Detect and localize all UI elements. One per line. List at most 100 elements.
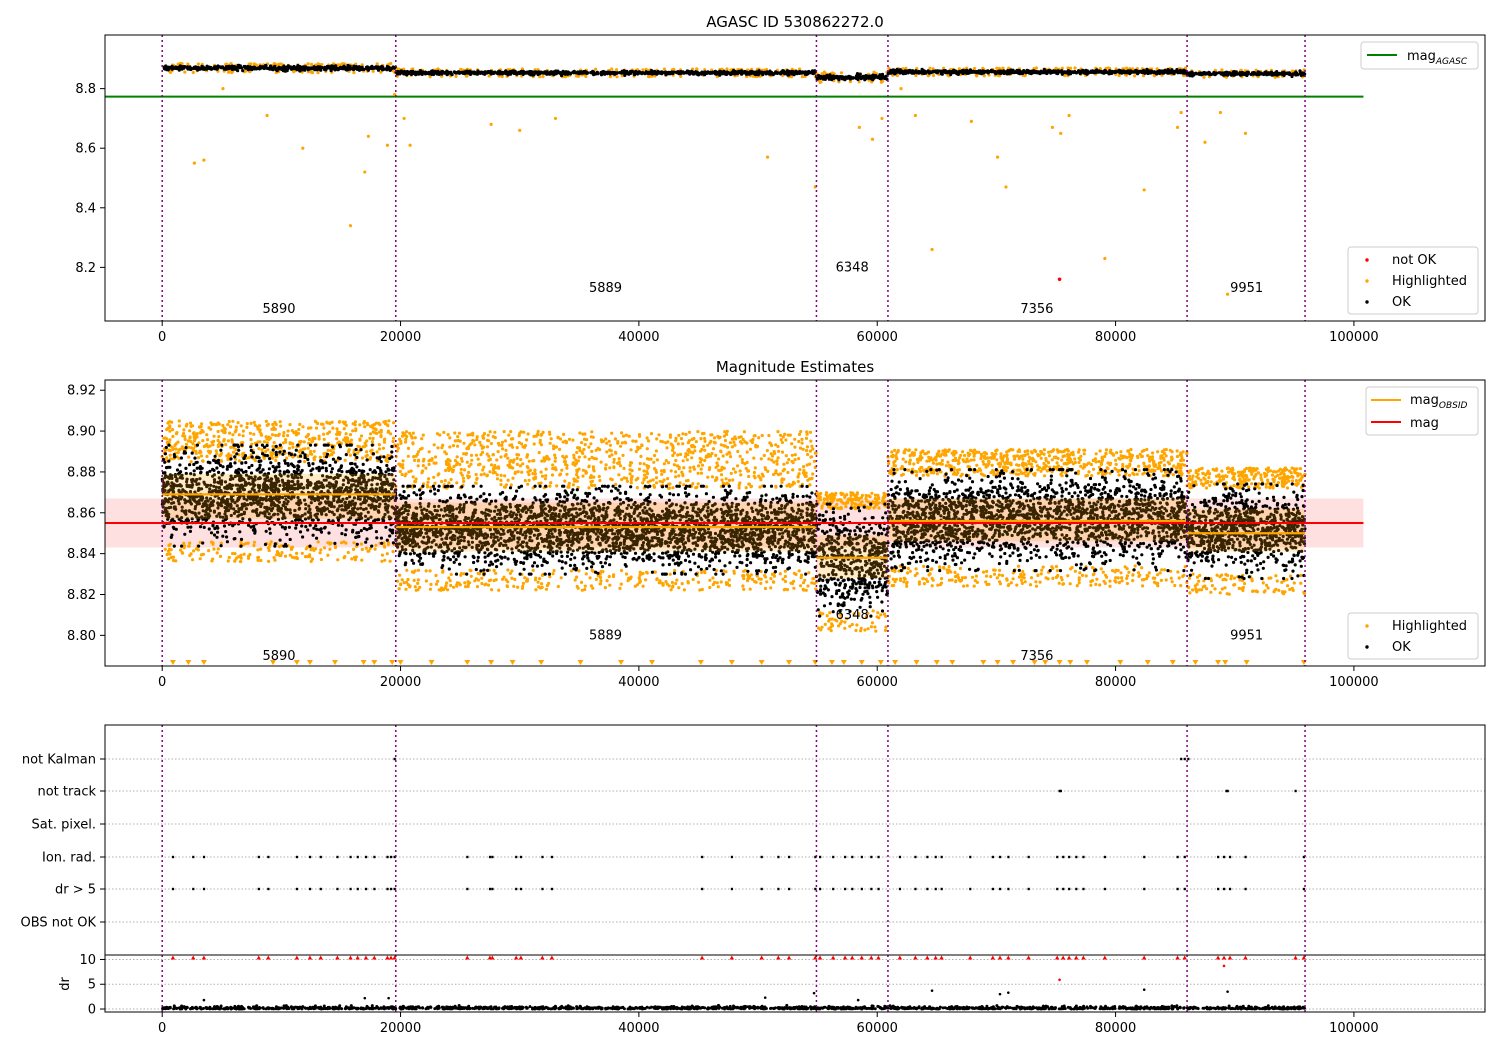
flag-marker	[1007, 887, 1010, 891]
svg-text:magAGASC: magAGASC	[1407, 49, 1468, 67]
dr-point	[998, 992, 1002, 996]
legend-highlighted-label: Highlighted	[1392, 619, 1467, 634]
dr-point	[1226, 990, 1229, 993]
flag-marker	[192, 855, 195, 859]
ok-points	[814, 72, 889, 82]
flag-marker	[898, 855, 902, 859]
flag-marker	[760, 887, 763, 891]
highlighted-outlier-point	[192, 161, 196, 165]
dr-point	[812, 991, 816, 995]
obsid-label: 5890	[262, 302, 295, 317]
flag-marker	[998, 855, 1002, 859]
dr-clipped-marker	[385, 955, 390, 960]
highlighted-outlier-point	[489, 122, 493, 126]
legend-mag-agasc-subscript: AGASC	[1435, 57, 1468, 67]
dr-clipped-marker	[813, 955, 818, 960]
y-tick-label: 8.86	[67, 506, 96, 521]
middle-plot-area	[105, 380, 1364, 666]
flag-marker	[730, 887, 734, 891]
dr-clipped-marker	[372, 955, 377, 960]
top-obsid-labels: 5890 5889 6348 7356 9951	[262, 260, 1263, 317]
flag-marker	[541, 855, 544, 859]
below-range-marker	[1222, 660, 1229, 665]
obsid-label: 7356	[1020, 302, 1053, 317]
middle-y-axis: 8.80 8.82 8.84 8.86 8.88 8.90 8.92	[67, 384, 105, 644]
flag-marker	[267, 887, 270, 891]
dr-clipped-marker	[990, 955, 996, 960]
flag-marker	[364, 855, 368, 859]
below-range-marker	[1169, 660, 1176, 665]
y-tick-label: 8.82	[67, 588, 96, 603]
below-range-marker	[1300, 660, 1307, 665]
below-range-marker	[877, 660, 884, 665]
highlighted-outlier-point	[870, 137, 875, 141]
dr-point	[930, 989, 934, 992]
below-range-marker	[488, 660, 495, 665]
flag-marker	[491, 887, 494, 891]
flag-marker	[1244, 855, 1247, 859]
dr-clipped-marker	[201, 955, 207, 960]
below-range-marker	[428, 660, 435, 665]
flag-marker	[393, 887, 396, 891]
x-tick-label: 80000	[1095, 675, 1136, 690]
dr-axis-label: dr	[58, 977, 73, 991]
flag-marker	[1068, 887, 1071, 891]
dr-clipped-marker	[1221, 955, 1227, 960]
below-range-marker	[509, 660, 516, 665]
flag-marker	[877, 855, 880, 859]
highlighted-outlier-point	[969, 119, 973, 123]
dr-clipped-marker	[1102, 955, 1108, 960]
legend-mag-agasc-label: mag	[1407, 49, 1436, 64]
flag-marker	[991, 887, 995, 891]
flags-plot-area	[105, 725, 1485, 955]
highlighted-outlier-point	[1103, 256, 1107, 261]
dr-clipped-marker	[513, 955, 519, 960]
flag-marker	[870, 887, 873, 891]
highlighted-outlier-point	[930, 247, 934, 252]
dr-clipped-marker	[318, 955, 323, 960]
middle-x-axis: 0 20000 40000 60000 80000 100000	[158, 666, 1379, 690]
flag-marker	[393, 757, 396, 761]
flag-marker	[1302, 887, 1306, 891]
dr-y-axis: 0 5 10	[79, 953, 105, 1018]
flag-marker	[393, 855, 396, 859]
dr-y-tick-label: 0	[88, 1003, 96, 1018]
dr-clipped-marker	[294, 955, 300, 960]
flag-marker	[1027, 887, 1030, 891]
flag-marker	[550, 887, 554, 891]
below-range-marker	[185, 660, 192, 665]
below-range-marker	[840, 660, 847, 665]
highlighted-points	[1185, 466, 1307, 596]
dr-clipped-marker	[388, 955, 394, 960]
below-range-marker	[1215, 660, 1222, 665]
top-line-legend: magAGASC	[1360, 41, 1479, 70]
x-tick-label: 80000	[1095, 330, 1136, 345]
flag-marker	[1302, 855, 1306, 859]
below-range-marker	[1083, 660, 1090, 665]
highlighted-points	[394, 429, 818, 592]
bottom-axes-frame	[104, 724, 1486, 1013]
flag-marker	[349, 855, 352, 859]
flag-marker	[515, 887, 518, 891]
below-range-marker	[933, 660, 940, 665]
below-range-marker	[858, 660, 865, 665]
flag-marker	[515, 855, 518, 859]
below-range-marker	[913, 660, 920, 665]
below-range-marker	[648, 660, 655, 665]
legend-not-ok-marker	[1365, 258, 1369, 262]
highlighted-outlier-point	[1067, 113, 1071, 118]
flag-marker	[832, 855, 835, 859]
flag-marker	[202, 887, 206, 891]
below-range-marker	[1144, 660, 1151, 665]
dr-clipped-marker	[876, 955, 881, 960]
flag-marker	[819, 855, 822, 859]
below-range-marker	[1243, 660, 1250, 665]
legend-ok-marker	[1365, 300, 1369, 304]
dr-clipped-marker	[540, 955, 545, 960]
dr-clipped-marker	[490, 955, 495, 960]
flag-marker	[1183, 757, 1186, 761]
below-range-marker	[980, 660, 987, 665]
y-tick-label: 8.8	[75, 82, 96, 97]
dr-point	[1142, 988, 1146, 991]
flag-marker	[914, 887, 917, 891]
